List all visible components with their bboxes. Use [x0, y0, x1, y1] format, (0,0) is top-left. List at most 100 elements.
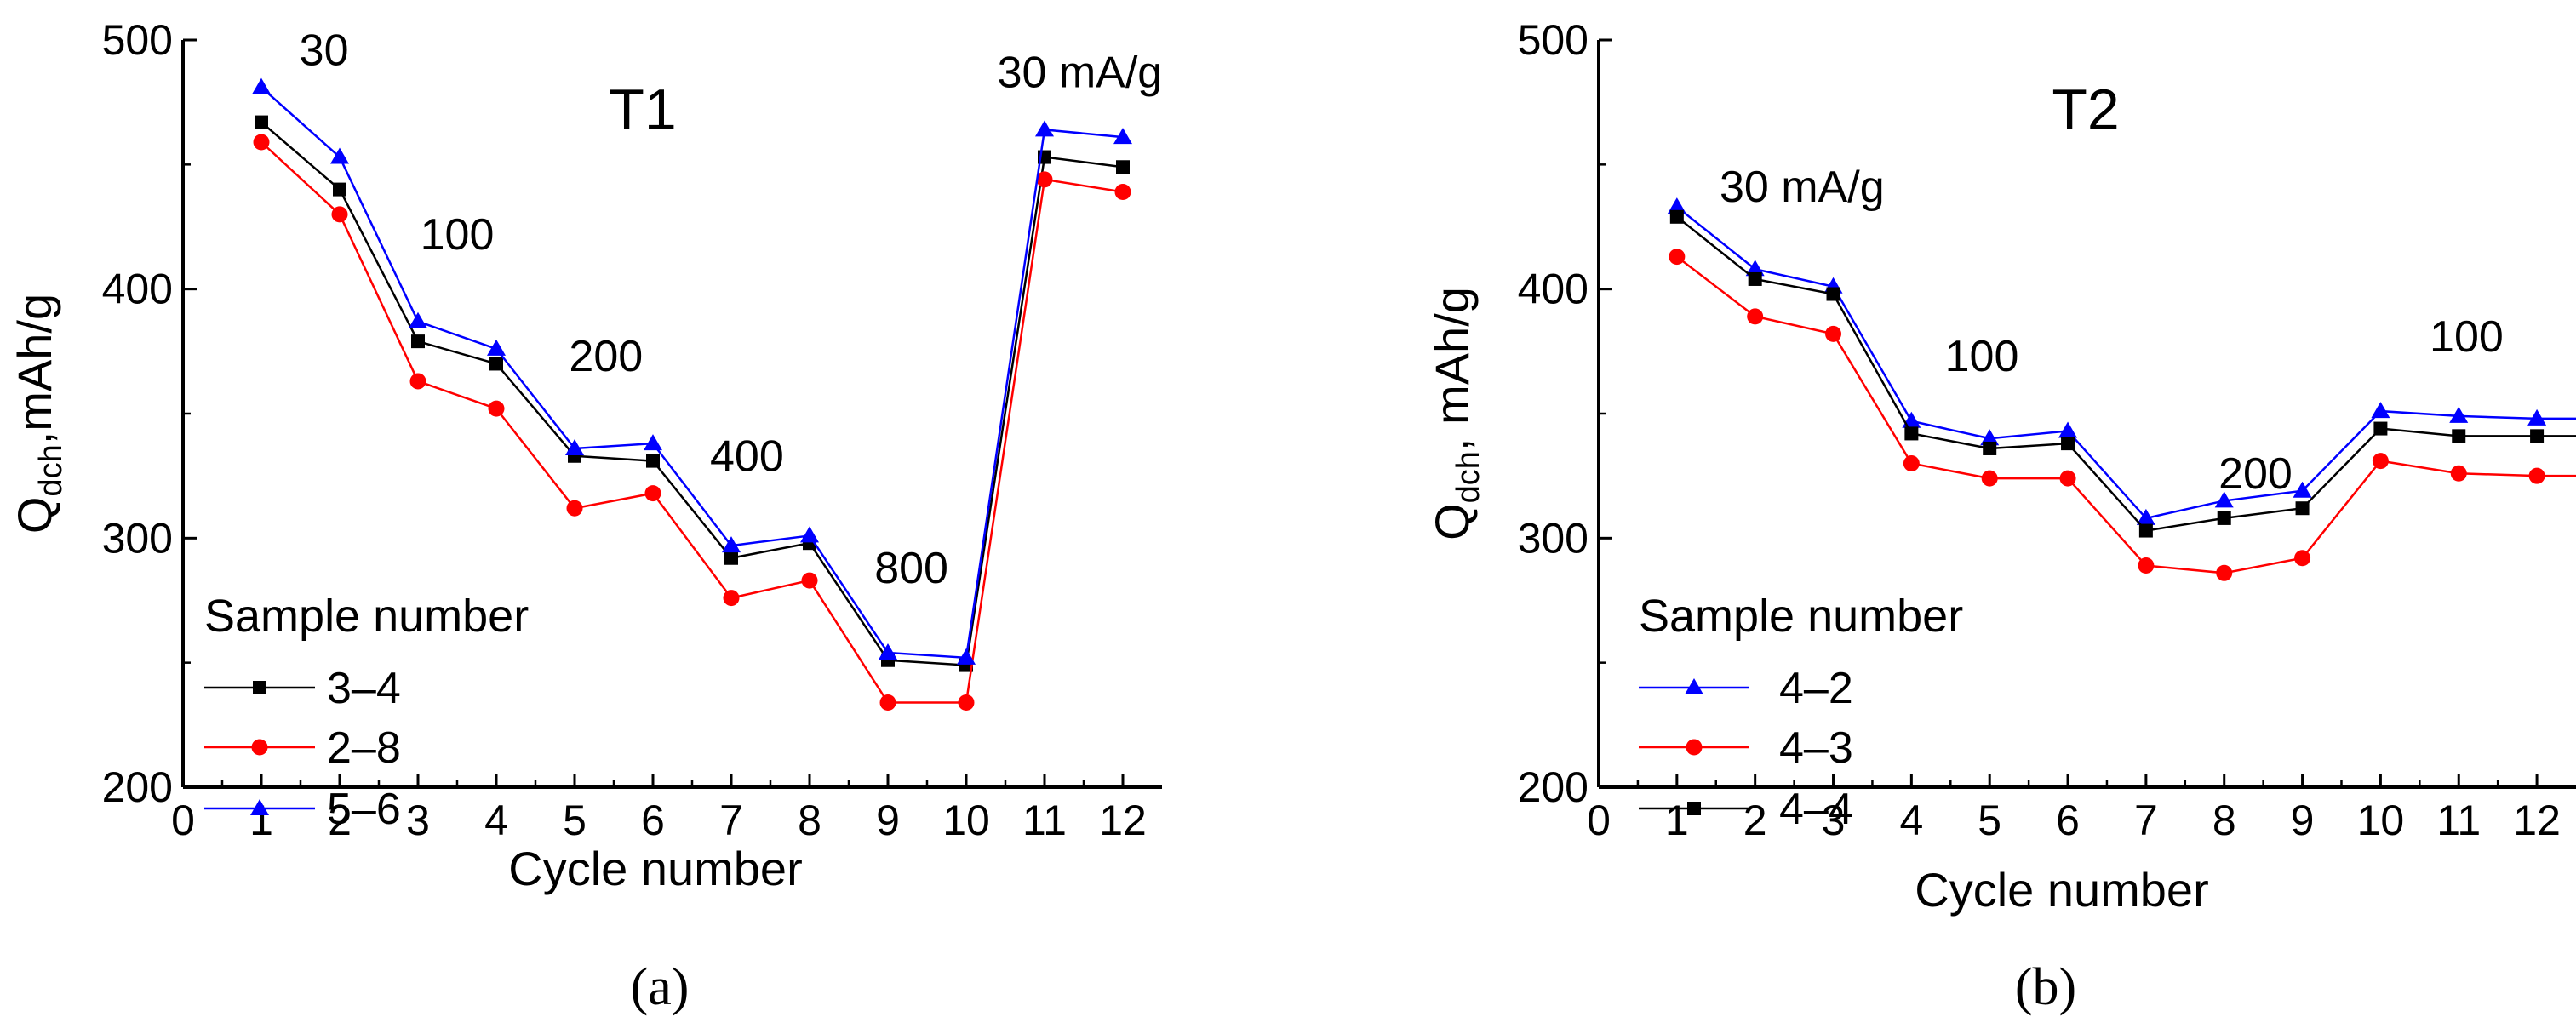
- data-point: [646, 454, 660, 468]
- y-tick-label: 400: [1518, 266, 1589, 313]
- rate-annotation: 800: [874, 544, 948, 593]
- data-point: [2060, 471, 2076, 487]
- data-point: [802, 573, 818, 589]
- legend-title: Sample number: [204, 591, 529, 642]
- data-point: [2218, 511, 2231, 525]
- rate-annotation: 30: [300, 26, 349, 75]
- data-point: [567, 500, 583, 517]
- rate-annotation: 100: [421, 210, 495, 260]
- legend-label: 4–3: [1779, 723, 1853, 773]
- x-tick-label: 1: [1665, 797, 1689, 844]
- legend-title: Sample number: [1639, 591, 1963, 642]
- x-tick-label: 4: [484, 797, 508, 844]
- data-point: [1904, 426, 1918, 440]
- data-point: [724, 551, 738, 565]
- x-tick-label: 3: [406, 797, 430, 844]
- legend-marker: [1687, 802, 1701, 815]
- y-axis-label-main: Q: [1425, 503, 1479, 540]
- rate-annotation: 30 mA/g: [998, 49, 1163, 98]
- data-point: [2530, 429, 2544, 443]
- y-tick-label: 500: [102, 16, 173, 64]
- data-point: [2138, 557, 2154, 574]
- data-point: [1035, 120, 1054, 136]
- data-point: [332, 206, 348, 222]
- x-tick-label: 12: [2513, 797, 2561, 844]
- data-point: [2527, 409, 2546, 426]
- x-tick-label: 6: [2056, 797, 2080, 844]
- y-tick-label: 300: [1518, 514, 1589, 562]
- rate-annotation: 100: [2430, 312, 2504, 362]
- y-axis-label: Qdch,mAh/g: [8, 294, 69, 534]
- panel-label: (b): [2015, 958, 2076, 1016]
- data-point: [254, 134, 270, 150]
- data-point: [1749, 272, 1762, 286]
- data-point: [2296, 501, 2310, 515]
- data-point: [800, 526, 819, 542]
- y-tick-label: 200: [1518, 763, 1589, 811]
- x-tick-label: 10: [2357, 797, 2405, 844]
- y-tick-label: 200: [102, 763, 173, 811]
- x-tick-label: 5: [563, 797, 587, 844]
- legend-label: 4–2: [1779, 664, 1853, 713]
- data-point: [489, 401, 505, 417]
- series-line-5–6: [261, 88, 1123, 658]
- data-point: [1827, 288, 1840, 301]
- data-point: [644, 434, 662, 450]
- x-tick-label: 9: [876, 797, 900, 844]
- legend-marker: [252, 740, 268, 756]
- x-tick-label: 2: [1743, 797, 1767, 844]
- y-tick-label: 500: [1518, 16, 1589, 64]
- y-tick-label: 400: [102, 266, 173, 313]
- data-point: [1983, 442, 1996, 455]
- series-line-4–4: [1677, 217, 2576, 531]
- data-point: [1982, 471, 1998, 487]
- rate-annotation: 200: [569, 332, 643, 381]
- x-tick-label: 9: [2291, 797, 2315, 844]
- data-point: [1116, 160, 1130, 174]
- data-point: [2373, 422, 2387, 436]
- rate-annotation: 30 mA/g: [1720, 163, 1885, 212]
- x-tick-label: 12: [1099, 797, 1147, 844]
- x-tick-label: 8: [2212, 797, 2236, 844]
- x-axis-label: Cycle number: [508, 842, 802, 895]
- y-tick-label: 300: [102, 514, 173, 562]
- data-point: [1669, 249, 1685, 265]
- x-tick-label: 11: [1022, 797, 1067, 844]
- data-point: [1825, 326, 1841, 342]
- figure: 0 1 2 3 4 5 6 7 8 9 10 11 12200300400500T1Cycle numb…: [0, 0, 2576, 1034]
- panel-label: (a): [631, 958, 690, 1016]
- data-point: [410, 373, 426, 389]
- data-point: [2371, 402, 2390, 418]
- rate-annotation: 400: [710, 431, 784, 481]
- data-point: [2452, 429, 2465, 443]
- x-tick-label: 0: [1587, 797, 1611, 844]
- data-point: [1747, 308, 1763, 324]
- data-point: [880, 694, 896, 711]
- data-point: [1903, 455, 1920, 471]
- data-point: [2451, 466, 2467, 482]
- legend-marker: [1685, 678, 1703, 694]
- legend-label: 4–4: [1779, 785, 1853, 834]
- data-point: [645, 485, 661, 501]
- data-point: [2216, 565, 2232, 581]
- chart-title: T1: [609, 77, 676, 142]
- x-tick-label: 6: [641, 797, 665, 844]
- data-point: [2061, 437, 2075, 450]
- data-point: [2058, 421, 2077, 437]
- data-point: [409, 312, 427, 328]
- data-point: [724, 590, 740, 606]
- y-axis-label-main: Q: [8, 497, 61, 534]
- data-point: [1670, 210, 1684, 224]
- data-point: [2529, 468, 2545, 484]
- data-point: [1115, 184, 1131, 200]
- data-point: [959, 694, 975, 711]
- data-point: [333, 183, 346, 197]
- data-point: [2294, 550, 2310, 566]
- x-tick-label: 7: [2134, 797, 2158, 844]
- data-point: [411, 334, 425, 348]
- y-axis-label: Qdch, mAh/g: [1425, 287, 1486, 540]
- x-axis-label: Cycle number: [1915, 863, 2208, 917]
- series-line-3–4: [261, 123, 1123, 666]
